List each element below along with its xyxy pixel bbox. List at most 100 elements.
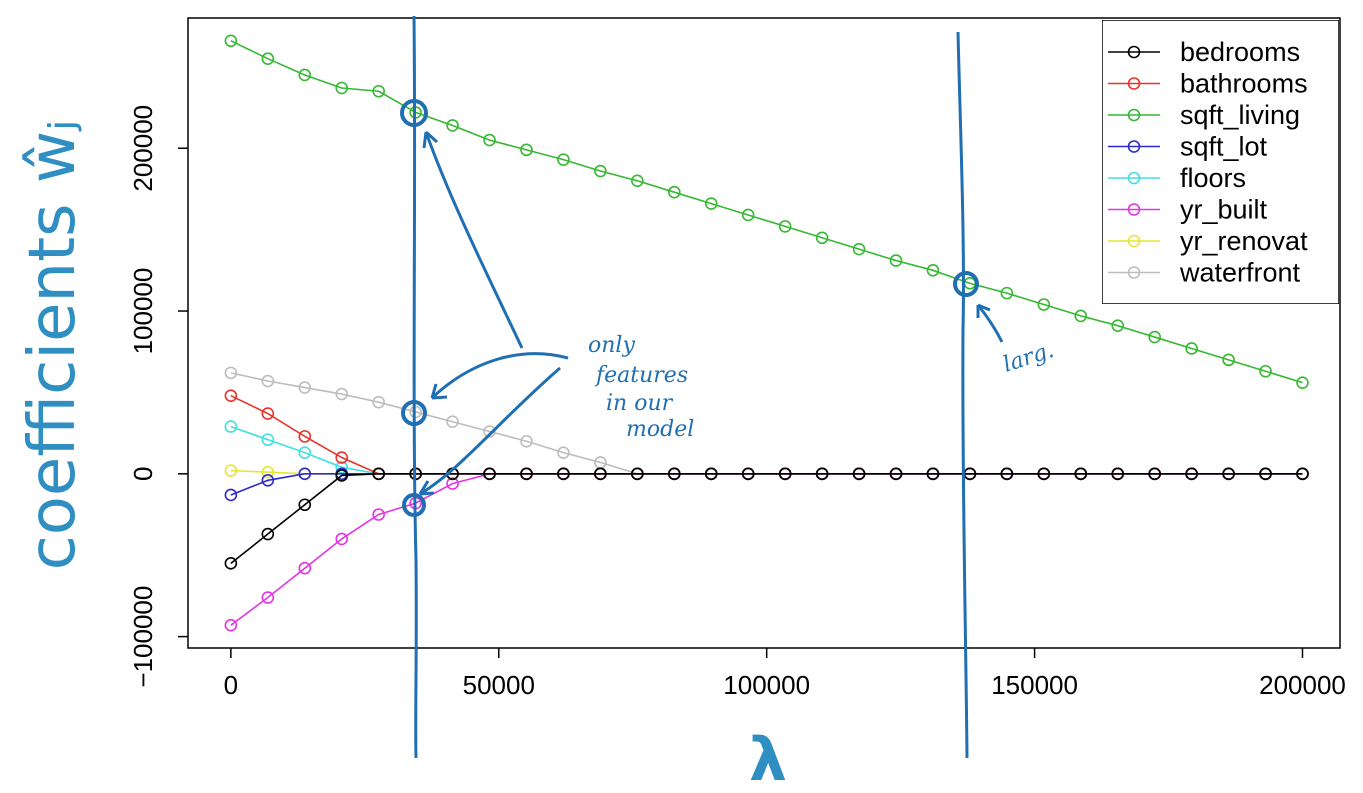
y-tick-label: 200000 bbox=[128, 105, 158, 192]
y-tick-label: 100000 bbox=[128, 268, 158, 355]
legend-label: bedrooms bbox=[1180, 37, 1300, 67]
data-point-sqft_living bbox=[1148, 330, 1161, 344]
series-waterfront bbox=[224, 366, 1309, 481]
legend-item-sqft_living: sqft_living bbox=[1108, 100, 1300, 130]
data-point-yr_built bbox=[335, 532, 349, 546]
data-point-sqft_living bbox=[1259, 364, 1272, 378]
annotation-arrow-to-sqft-living bbox=[422, 130, 524, 349]
data-point-waterfront bbox=[298, 381, 312, 394]
series-yr_built bbox=[224, 467, 1309, 632]
series-line-bedrooms bbox=[230, 473, 1303, 564]
series-bedrooms bbox=[224, 467, 1309, 570]
series-layer bbox=[224, 34, 1309, 632]
annotation-note-large: larg. bbox=[1000, 338, 1057, 378]
data-point-bedrooms bbox=[483, 467, 496, 481]
data-point-waterfront bbox=[372, 395, 385, 409]
series-bathrooms bbox=[224, 389, 1309, 481]
x-tick-label: 200000 bbox=[1259, 670, 1346, 700]
annotation-circle-sqft-living-1 bbox=[400, 99, 428, 127]
y-axis-label: coefficients ŵⱼ bbox=[16, 120, 90, 571]
data-point-bedrooms bbox=[1037, 467, 1051, 481]
data-point-bedrooms bbox=[631, 467, 644, 481]
data-point-sqft_lot bbox=[298, 467, 312, 481]
data-point-sqft_living bbox=[483, 133, 496, 147]
data-point-bedrooms bbox=[557, 467, 570, 481]
data-point-waterfront bbox=[446, 415, 459, 429]
data-point-sqft_lot bbox=[224, 488, 238, 502]
axes-layer: 0 50000 100000 150000 200000 −100000 0 100000 20… bbox=[128, 17, 1346, 700]
data-point-bedrooms bbox=[852, 467, 866, 481]
data-point-yr_built bbox=[446, 477, 459, 490]
data-point-bedrooms bbox=[335, 469, 349, 482]
data-point-bedrooms bbox=[778, 467, 792, 481]
legend-item-floors: floors bbox=[1108, 163, 1246, 193]
data-point-bathrooms bbox=[224, 389, 238, 402]
data-point-sqft_living bbox=[1111, 319, 1125, 332]
legend-label: waterfront bbox=[1179, 258, 1301, 288]
annotation-arrow-to-waterfront bbox=[430, 352, 569, 400]
data-point-sqft_living bbox=[1185, 342, 1198, 355]
data-point-sqft_living bbox=[815, 231, 829, 245]
y-tick-label: −100000 bbox=[128, 586, 158, 688]
data-point-sqft_living bbox=[520, 143, 533, 157]
annotation-note-in-our: in our bbox=[606, 391, 674, 416]
data-point-waterfront bbox=[483, 425, 496, 438]
data-point-sqft_living bbox=[224, 34, 238, 48]
legend-box bbox=[1102, 20, 1339, 304]
legend-swatch-marker bbox=[1127, 140, 1141, 153]
legend-swatch-marker bbox=[1127, 45, 1141, 59]
legend-swatch-marker bbox=[1127, 266, 1141, 279]
annotation-note-only: only bbox=[588, 333, 635, 358]
legend-swatch-marker bbox=[1127, 234, 1141, 248]
data-point-sqft_living bbox=[704, 197, 718, 210]
legend: bedroomsbathroomssqft_livingsqft_lotfloo… bbox=[1102, 20, 1339, 304]
data-point-bedrooms bbox=[594, 467, 607, 481]
data-point-bedrooms bbox=[261, 527, 275, 541]
data-point-bedrooms bbox=[815, 467, 829, 481]
data-point-sqft_living bbox=[889, 254, 903, 267]
x-tick-label: 100000 bbox=[723, 670, 810, 700]
data-point-bedrooms bbox=[224, 557, 238, 570]
data-point-sqft_living bbox=[741, 208, 755, 222]
data-point-bedrooms bbox=[1259, 467, 1272, 481]
data-point-sqft_living bbox=[446, 119, 459, 132]
data-point-waterfront bbox=[520, 434, 533, 448]
data-point-bedrooms bbox=[889, 467, 903, 481]
data-point-bedrooms bbox=[1185, 467, 1198, 481]
data-point-yr_renovated bbox=[261, 465, 275, 479]
data-point-floors bbox=[298, 446, 312, 459]
data-point-waterfront bbox=[335, 387, 349, 401]
data-point-bedrooms bbox=[704, 467, 718, 481]
data-point-sqft_living bbox=[261, 52, 275, 65]
data-point-sqft_living bbox=[1037, 298, 1051, 311]
data-point-bedrooms bbox=[1000, 467, 1014, 481]
data-point-sqft_living bbox=[667, 185, 681, 199]
series-line-sqft_living bbox=[230, 40, 1303, 384]
legend-item-sqft_lot: sqft_lot bbox=[1108, 132, 1268, 162]
data-point-bathrooms bbox=[298, 430, 312, 443]
annotation-note-model: model bbox=[626, 417, 694, 442]
annotation-arrow-to-yr-built bbox=[418, 366, 561, 496]
legend-label: sqft_lot bbox=[1180, 132, 1268, 162]
y-tick-label: 0 bbox=[128, 467, 158, 481]
data-point-yr_built bbox=[372, 508, 385, 521]
data-point-bedrooms bbox=[1148, 467, 1161, 481]
legend-swatch-marker bbox=[1127, 203, 1141, 216]
x-axis-label: λ bbox=[749, 725, 787, 793]
legend-label: floors bbox=[1180, 163, 1246, 193]
data-point-sqft_living bbox=[852, 242, 866, 256]
legend-swatch-marker bbox=[1127, 171, 1141, 185]
series-line-bathrooms bbox=[230, 394, 1303, 475]
data-point-bedrooms bbox=[1111, 467, 1125, 481]
legend-swatch-marker bbox=[1127, 77, 1141, 90]
data-point-sqft_lot bbox=[261, 474, 275, 487]
data-point-sqft_living bbox=[1296, 376, 1309, 389]
data-point-sqft_living bbox=[1000, 286, 1014, 300]
series-floors bbox=[224, 420, 1309, 481]
data-point-yr_built bbox=[298, 561, 312, 575]
data-point-bedrooms bbox=[1074, 467, 1088, 481]
data-point-floors bbox=[224, 420, 238, 433]
data-point-sqft_living bbox=[372, 84, 385, 98]
data-point-bedrooms bbox=[298, 498, 312, 512]
